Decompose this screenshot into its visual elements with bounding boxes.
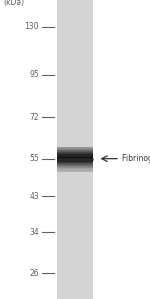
Text: 130: 130: [24, 22, 39, 31]
Text: 95: 95: [29, 71, 39, 80]
Text: 72: 72: [29, 113, 39, 122]
Bar: [57, 0, 93, 299]
Text: 26: 26: [29, 269, 39, 278]
Text: Fibrinogen beta: Fibrinogen beta: [122, 154, 150, 163]
Text: 55: 55: [29, 154, 39, 163]
Text: MW
(kDa): MW (kDa): [3, 0, 24, 7]
Text: 34: 34: [29, 228, 39, 237]
Text: 43: 43: [29, 192, 39, 201]
